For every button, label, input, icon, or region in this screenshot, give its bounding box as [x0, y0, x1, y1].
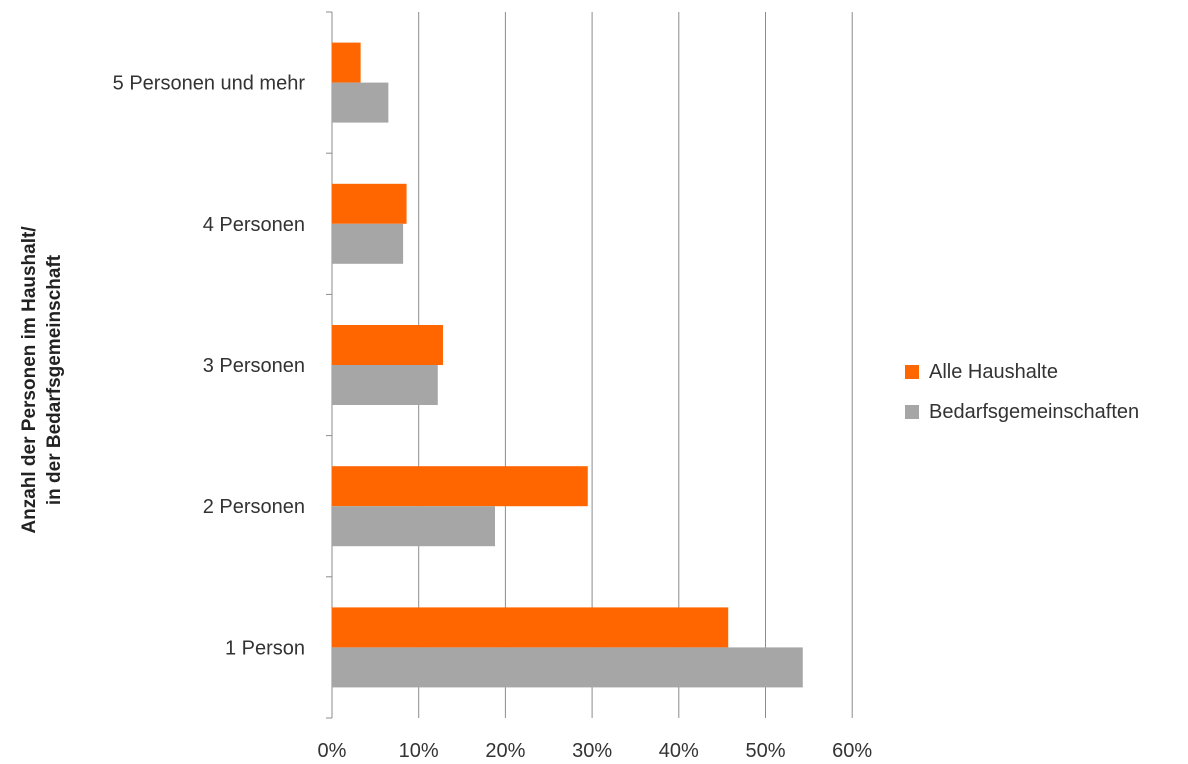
x-tick-label: 60%: [832, 740, 872, 762]
x-tick-label: 30%: [572, 740, 612, 762]
legend-item-alle-haushalte: Alle Haushalte: [905, 352, 1139, 392]
x-tick-label: 40%: [659, 740, 699, 762]
legend: Alle Haushalte Bedarfsgemeinschaften: [905, 352, 1139, 432]
x-tick-label: 50%: [745, 740, 785, 762]
legend-label: Bedarfsgemeinschaften: [929, 400, 1140, 423]
legend-swatch-orange: [905, 365, 919, 379]
bar-bedarfsgemeinschaften: [332, 506, 495, 547]
y-axis-label: Anzahl der Personen im Haushalt/in der B…: [19, 226, 65, 534]
x-tick-labels: 0% 10% 20% 30% 40% 50% 60%: [318, 740, 873, 762]
y-axis: [326, 11, 333, 719]
bar-bedarfsgemeinschaften: [332, 82, 389, 123]
legend-item-bedarfsgemeinschaften: Bedarfsgemeinschaften: [905, 392, 1139, 432]
x-tick-label: 0%: [318, 740, 347, 762]
legend-swatch-gray: [905, 405, 919, 419]
bar-alle-haushalte: [332, 183, 407, 224]
bar-alle-haushalte: [332, 607, 729, 648]
category-labels: 1 Person 2 Personen 3 Personen 4 Personen 5 …: [113, 73, 306, 660]
y-axis-label-line: in der Bedarfsgemeinschaft: [44, 254, 65, 505]
bar-bedarfsgemeinschaften: [332, 647, 803, 688]
bar-alle-haushalte: [332, 466, 588, 507]
x-tick-label: 10%: [399, 740, 439, 762]
bar-bedarfsgemeinschaften: [332, 365, 438, 405]
y-axis-label-line: Anzahl der Personen im Haushalt/: [19, 226, 40, 534]
legend-label: Alle Haushalte: [929, 360, 1058, 383]
category-label: 1 Person: [225, 637, 305, 659]
category-label: 2 Personen: [203, 496, 305, 518]
bar-alle-haushalte: [332, 42, 361, 83]
category-label: 5 Personen und mehr: [113, 73, 306, 95]
category-label: 3 Personen: [203, 355, 305, 377]
bar-alle-haushalte: [332, 325, 443, 365]
category-label: 4 Personen: [203, 214, 305, 236]
x-tick-label: 20%: [485, 740, 525, 762]
bar-bedarfsgemeinschaften: [332, 223, 404, 264]
grid-lines: [418, 12, 853, 718]
bars: [332, 42, 803, 688]
